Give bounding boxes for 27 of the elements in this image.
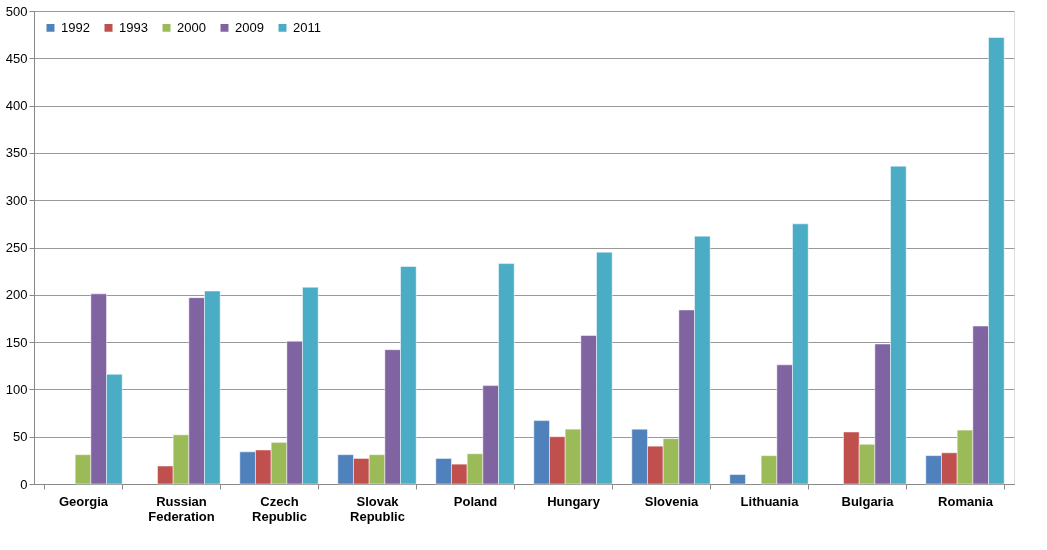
x-tick-label: Poland: [453, 493, 498, 509]
y-tick-label: 350: [5, 145, 28, 161]
y-tick-label: 0: [20, 476, 28, 492]
y-tick-label: 50: [13, 429, 28, 445]
x-tick-label: Russian Federation: [148, 493, 215, 524]
y-tick-label: 400: [5, 98, 28, 114]
x-tick-label: Romania: [938, 493, 994, 509]
x-tick-label: Czech Republic: [252, 493, 307, 524]
x-tick-label: Georgia: [58, 493, 109, 509]
x-tick-label: Lithuania: [740, 493, 800, 509]
x-tick-label: Slovak Republic: [350, 493, 405, 524]
legend-label: 1992: [61, 19, 90, 35]
x-tick-label: Slovenia: [644, 493, 699, 509]
x-tick-label: Bulgaria: [841, 493, 895, 509]
y-tick-label: 450: [5, 50, 28, 66]
y-tick-label: 100: [5, 381, 28, 397]
legend-label: 2009: [235, 19, 264, 35]
y-tick-label: 500: [5, 3, 28, 19]
y-tick-label: 300: [5, 192, 28, 208]
y-tick-label: 200: [5, 287, 28, 303]
legend-label: 2000: [177, 19, 206, 35]
bar: [729, 474, 746, 485]
y-tick-label: 250: [5, 240, 28, 255]
y-tick-label: 150: [5, 334, 28, 350]
legend-label: 2011: [293, 19, 321, 35]
legend-label: 1993: [119, 19, 148, 35]
x-tick-label: Hungary: [547, 493, 601, 509]
